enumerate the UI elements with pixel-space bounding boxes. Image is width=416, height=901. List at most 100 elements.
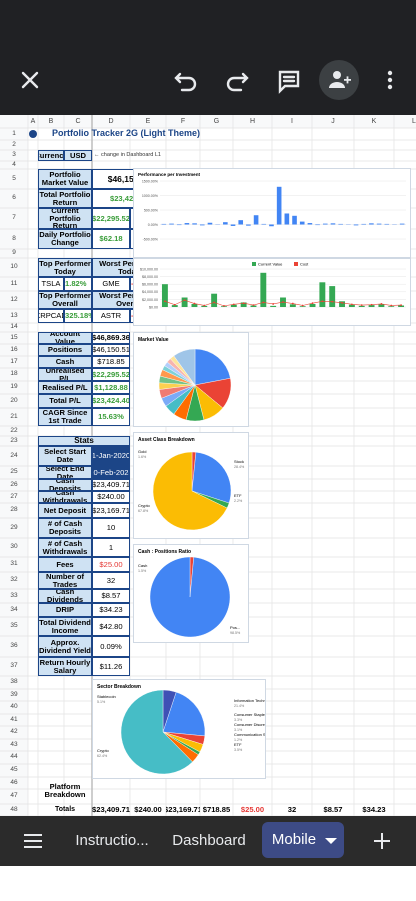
bar <box>339 301 345 307</box>
point <box>360 304 363 306</box>
point <box>291 302 294 305</box>
active-tab[interactable]: Mobile <box>262 822 344 858</box>
close-icon[interactable] <box>21 71 39 89</box>
y-tick-label: $0.00 <box>149 305 158 309</box>
pie-label: Crypto <box>97 748 110 753</box>
tab[interactable]: Instructio... <box>75 832 149 850</box>
row-number: 47 <box>10 792 18 800</box>
bar <box>207 222 213 225</box>
row-number: 15 <box>10 333 18 341</box>
pie-value-label: 62.4% <box>97 754 108 758</box>
comment-icon[interactable] <box>278 70 300 94</box>
total-value: 32 <box>287 805 297 815</box>
account-label: Total P/L <box>38 394 92 408</box>
point <box>252 304 255 306</box>
summary-label: Current Portfolio Return <box>38 208 92 229</box>
point <box>193 302 196 305</box>
stats-header: Stats <box>38 436 130 446</box>
pie-label: Consumer Discretion... <box>234 722 265 727</box>
stat-label: DRIP <box>38 603 92 617</box>
pie-value-label: 21.4% <box>234 704 245 708</box>
y-tick-label: $10,000.00 <box>140 267 158 271</box>
menu-icon[interactable] <box>20 826 50 856</box>
stat-label: Number of Trades <box>38 572 92 589</box>
bar <box>169 223 174 225</box>
point <box>262 301 265 304</box>
chart: $10,000.00 $8,000.00 $6,000.00 $4,000.00 $2,… <box>133 258 411 326</box>
stat-value: 10 <box>92 518 130 538</box>
row-number: 1 <box>12 129 16 137</box>
account-label: Cash <box>38 356 92 368</box>
pie-slice <box>120 689 193 775</box>
bar <box>309 303 316 307</box>
row-number: 13 <box>10 311 18 319</box>
row-number: 30 <box>10 543 18 551</box>
performer-ticker: XRPCAD <box>38 309 64 323</box>
toolbar-bg <box>0 0 416 115</box>
pie-value-label: 1.2% <box>234 738 243 742</box>
row-number: 27 <box>10 492 18 500</box>
row-number: 20 <box>10 396 18 404</box>
stat-value: 20-Feb-2025 <box>92 466 130 479</box>
bar <box>240 302 247 307</box>
row-number: 36 <box>10 642 18 650</box>
row-number: 11 <box>10 279 18 287</box>
performer-ticker: ASTR <box>92 309 130 323</box>
row-number: 22 <box>10 426 18 434</box>
point <box>242 302 245 305</box>
chart-title: Market Value <box>138 337 169 343</box>
stat-value: $23,169.71 <box>92 503 130 518</box>
pie-label: Information Technolo... <box>234 698 265 703</box>
row-number: 24 <box>10 451 18 459</box>
tab[interactable]: Dashboard <box>172 832 246 850</box>
row-number: 7 <box>12 214 16 222</box>
bar <box>284 213 290 225</box>
stat-label: Return Hourly Salary <box>38 657 92 676</box>
y-tick-label: 500.00% <box>144 208 159 212</box>
pie-value-label: 3.1% <box>234 728 243 732</box>
y-tick-label: $6,000.00 <box>142 283 158 287</box>
point <box>321 300 324 303</box>
point <box>213 301 216 304</box>
stat-label: Cash Withdrawals <box>38 491 92 503</box>
redo-icon[interactable] <box>226 72 249 92</box>
stat-value: 1 <box>92 538 130 557</box>
bar <box>307 223 313 225</box>
more-icon[interactable] <box>387 70 393 90</box>
bar <box>230 304 237 307</box>
account-value: $46,869.36 <box>92 332 130 344</box>
stat-value: $25.00 <box>92 557 130 572</box>
bar <box>319 282 326 307</box>
add-sheet-icon[interactable] <box>370 829 394 853</box>
row-number: 42 <box>10 728 18 736</box>
bar <box>223 222 228 225</box>
point <box>183 299 186 302</box>
row-number: 38 <box>10 678 18 686</box>
bar <box>253 215 259 225</box>
row-number: 26 <box>10 480 18 488</box>
pie-slice <box>173 348 196 386</box>
point <box>400 304 402 306</box>
bar <box>171 305 178 307</box>
row-header-bg <box>0 115 28 816</box>
bar <box>161 223 167 225</box>
row-number: 44 <box>10 753 18 761</box>
bar <box>246 224 251 226</box>
legend-swatch <box>252 262 256 266</box>
undo-icon[interactable] <box>174 72 197 92</box>
pie-value-label: 3.3% <box>234 718 243 722</box>
row-number: 14 <box>10 323 18 331</box>
performer-change: 1.82% <box>64 277 92 291</box>
bar <box>315 224 320 226</box>
bar <box>289 304 296 307</box>
total-value: $23,409.71 <box>92 805 130 815</box>
point <box>203 304 206 307</box>
chart: Performance per Investment 1500.00% 1000.0… <box>133 168 411 258</box>
stat-value: $42.80 <box>92 617 130 636</box>
row-number: 29 <box>10 523 18 531</box>
account-label: Account Value <box>38 332 92 344</box>
bar <box>276 186 282 225</box>
share-button[interactable] <box>319 60 359 100</box>
row-number: 21 <box>10 412 18 420</box>
